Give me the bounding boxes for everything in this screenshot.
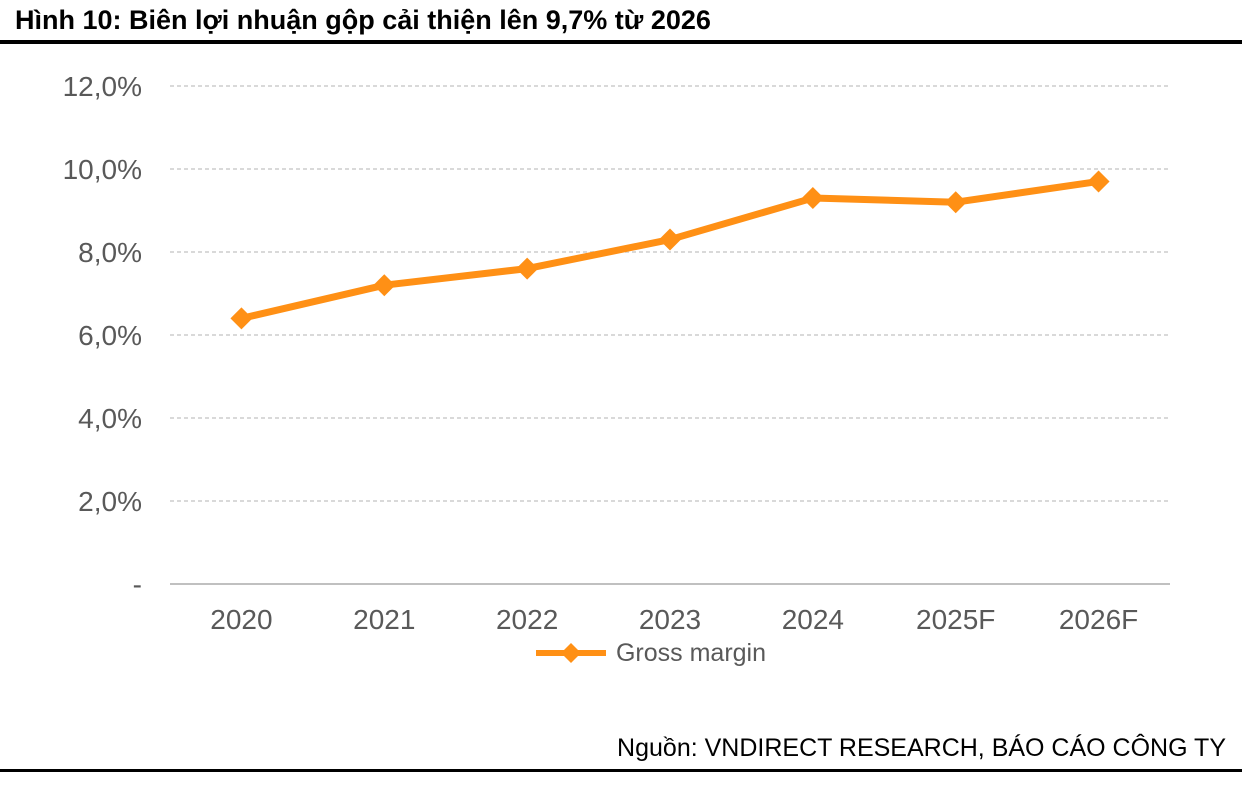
data-point-marker: [373, 274, 396, 297]
x-tick-label: 2022: [496, 604, 558, 635]
x-tick-label: 2021: [353, 604, 415, 635]
y-tick-label: 4,0%: [78, 403, 142, 434]
figure-title: Hình 10: Biên lợi nhuận gộp cải thiện lê…: [15, 5, 711, 35]
y-tick-label: -: [133, 569, 142, 600]
data-point-marker: [801, 187, 824, 210]
title-divider-rule: [0, 40, 1242, 44]
data-point-marker: [659, 228, 681, 251]
y-tick-label: 10,0%: [63, 154, 142, 185]
source-attribution: Nguồn: VNDIRECT RESEARCH, BÁO CÁO CÔNG T…: [617, 734, 1226, 762]
legend-series-marker-icon: [535, 643, 606, 663]
x-tick-label: 2026F: [1059, 604, 1138, 635]
x-tick-label: 2023: [639, 604, 701, 635]
x-tick-label: 2020: [210, 604, 272, 635]
data-point-marker: [516, 257, 539, 280]
chart-legend: Gross margin: [150, 637, 1150, 669]
data-point-marker: [230, 307, 253, 330]
data-point-marker: [944, 191, 967, 214]
y-tick-label: 2,0%: [78, 486, 142, 517]
y-tick-label: 6,0%: [78, 320, 142, 351]
data-point-marker: [1087, 170, 1110, 193]
legend-series-label: Gross margin: [615, 638, 767, 667]
x-tick-label: 2024: [782, 604, 844, 635]
bottom-divider-rule: [0, 769, 1242, 772]
x-tick-label: 2025F: [916, 604, 995, 635]
gross-margin-line-chart: - 2,0% 4,0% 6,0% 8,0% 10,0% 12,0% 2020 2021 2022 2…: [63, 71, 1170, 635]
y-tick-label: 12,0%: [63, 71, 142, 102]
y-tick-label: 8,0%: [78, 237, 142, 268]
